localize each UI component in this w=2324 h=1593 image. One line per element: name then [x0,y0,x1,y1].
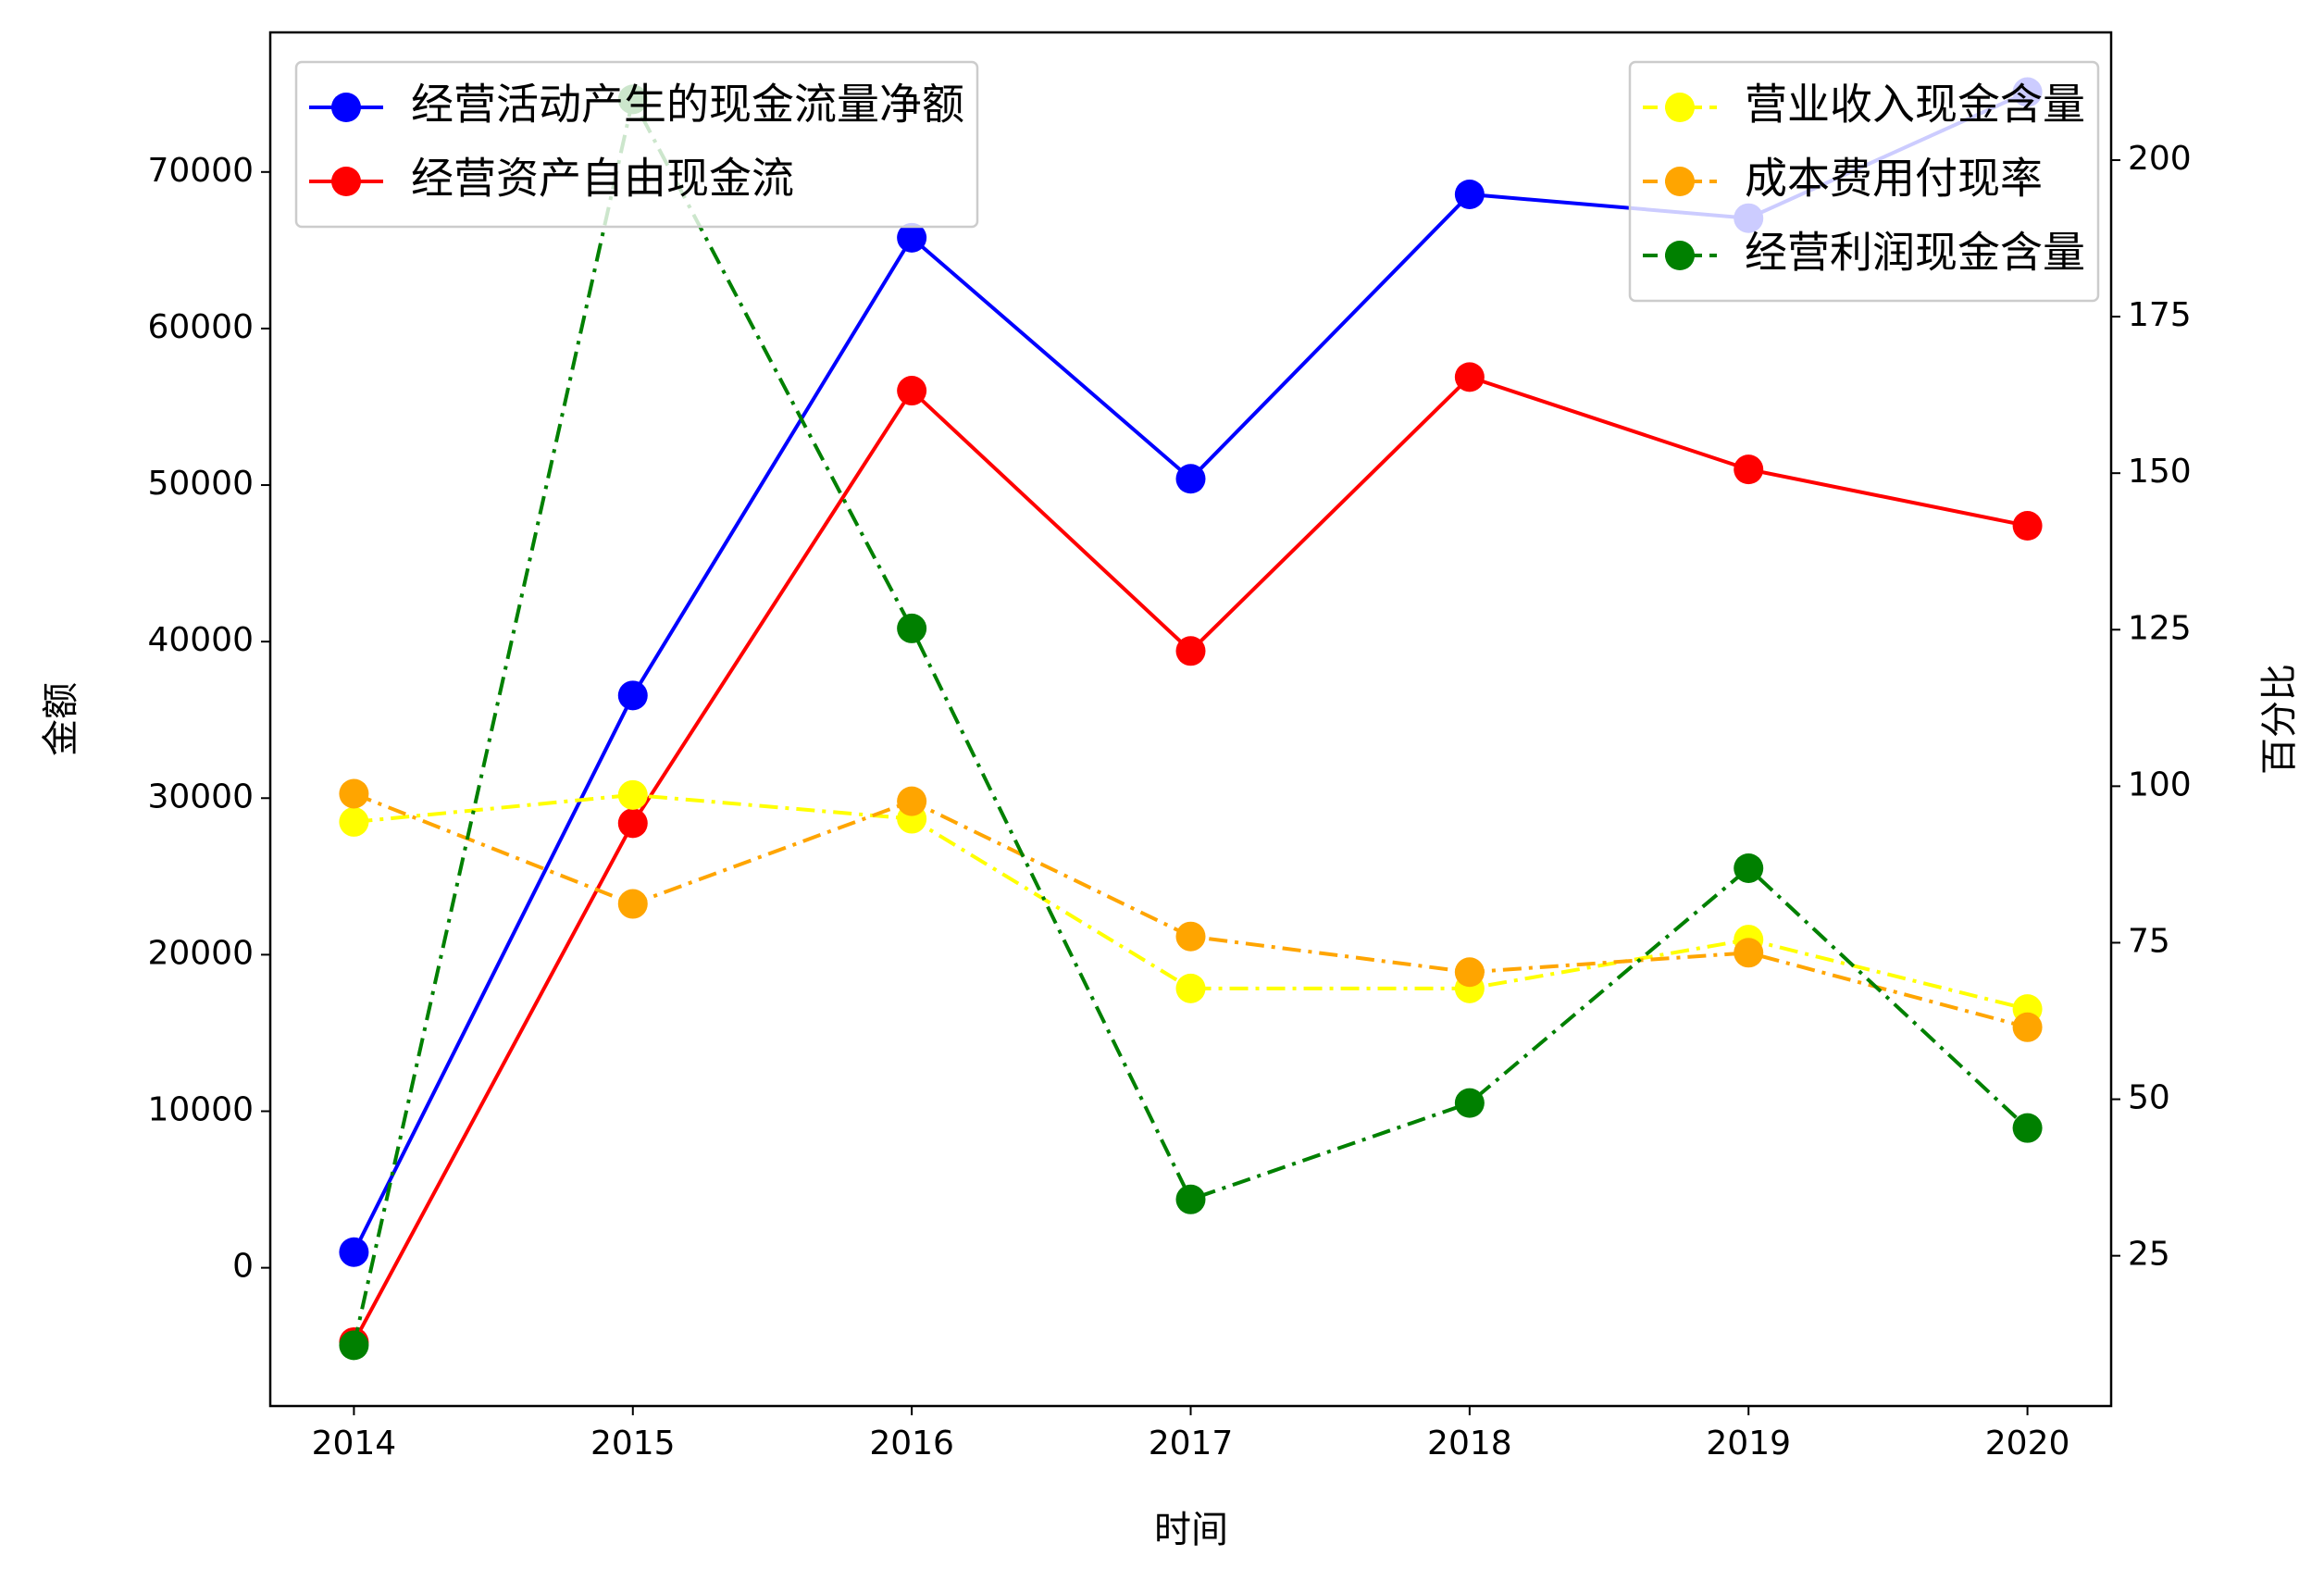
data-point [2012,511,2043,541]
y2-tick-label: 200 [2128,140,2192,178]
y-axis-label: 金额 [40,682,82,756]
data-point [339,778,369,809]
data-point [1454,179,1485,209]
data-point [897,376,927,406]
legend-label: 成本费用付现率 [1745,154,2043,204]
y2-tick-label: 75 [2128,922,2170,960]
x-tick-label: 2019 [1706,1425,1791,1462]
data-point [1454,957,1485,988]
legend-label: 营业收入现金含量 [1745,80,2085,130]
legend-marker [331,93,361,122]
data-point [1175,973,1206,1003]
data-point [897,613,927,643]
data-point [1175,921,1206,952]
data-point [1734,938,1764,968]
legend-label: 经营利润现金含量 [1745,228,2085,278]
x-tick-label: 2017 [1149,1425,1234,1462]
data-point [339,1237,369,1267]
legend-marker [331,167,361,196]
legend-box [294,60,979,229]
data-point [1454,1088,1485,1118]
data-point [1175,1184,1206,1214]
data-point [617,808,648,839]
legend-marker [1665,93,1695,122]
y-tick-label: 10000 [147,1091,254,1129]
x-tick-label: 2020 [1985,1425,2070,1462]
y2-axis-label: 百分比 [2258,664,2301,775]
data-point [897,786,927,816]
data-point [2012,1012,2043,1042]
data-point [617,889,648,919]
y2-tick-label: 125 [2128,609,2192,647]
x-tick-label: 2016 [869,1425,954,1462]
data-point [1454,362,1485,392]
legend-label: 经营资产自由现金流 [411,154,794,204]
y-tick-label: 20000 [147,934,254,972]
data-point [1734,454,1764,485]
y2-tick-label: 25 [2128,1236,2170,1274]
y-tick-label: 0 [232,1248,254,1286]
y2-tick-label: 50 [2128,1079,2170,1117]
legend-label: 经营活动产生的现金流量净额 [411,80,964,130]
y-tick-label: 40000 [147,621,254,659]
legend-box [1628,60,2100,303]
y-tick-label: 30000 [147,778,254,815]
y2-tick-label: 100 [2128,765,2192,803]
x-tick-label: 2014 [312,1425,397,1462]
y-tick-label: 60000 [147,308,254,346]
y-tick-label: 70000 [147,152,254,190]
x-tick-label: 2015 [590,1425,676,1462]
data-point [339,806,369,837]
y2-tick-label: 150 [2128,453,2192,491]
data-point [2012,1113,2043,1143]
data-point [339,1330,369,1361]
x-tick-label: 2018 [1427,1425,1512,1462]
data-point [617,779,648,810]
legend-marker [1665,167,1695,196]
data-point [1175,636,1206,666]
plot-frame [268,31,2113,1408]
data-point [617,680,648,711]
legend-marker [1665,241,1695,270]
x-axis-label: 时间 [1154,1509,1228,1551]
y-tick-label: 50000 [147,465,254,503]
y2-tick-label: 175 [2128,296,2192,334]
data-point [1175,464,1206,494]
data-point [1734,853,1764,883]
data-point [897,222,927,253]
